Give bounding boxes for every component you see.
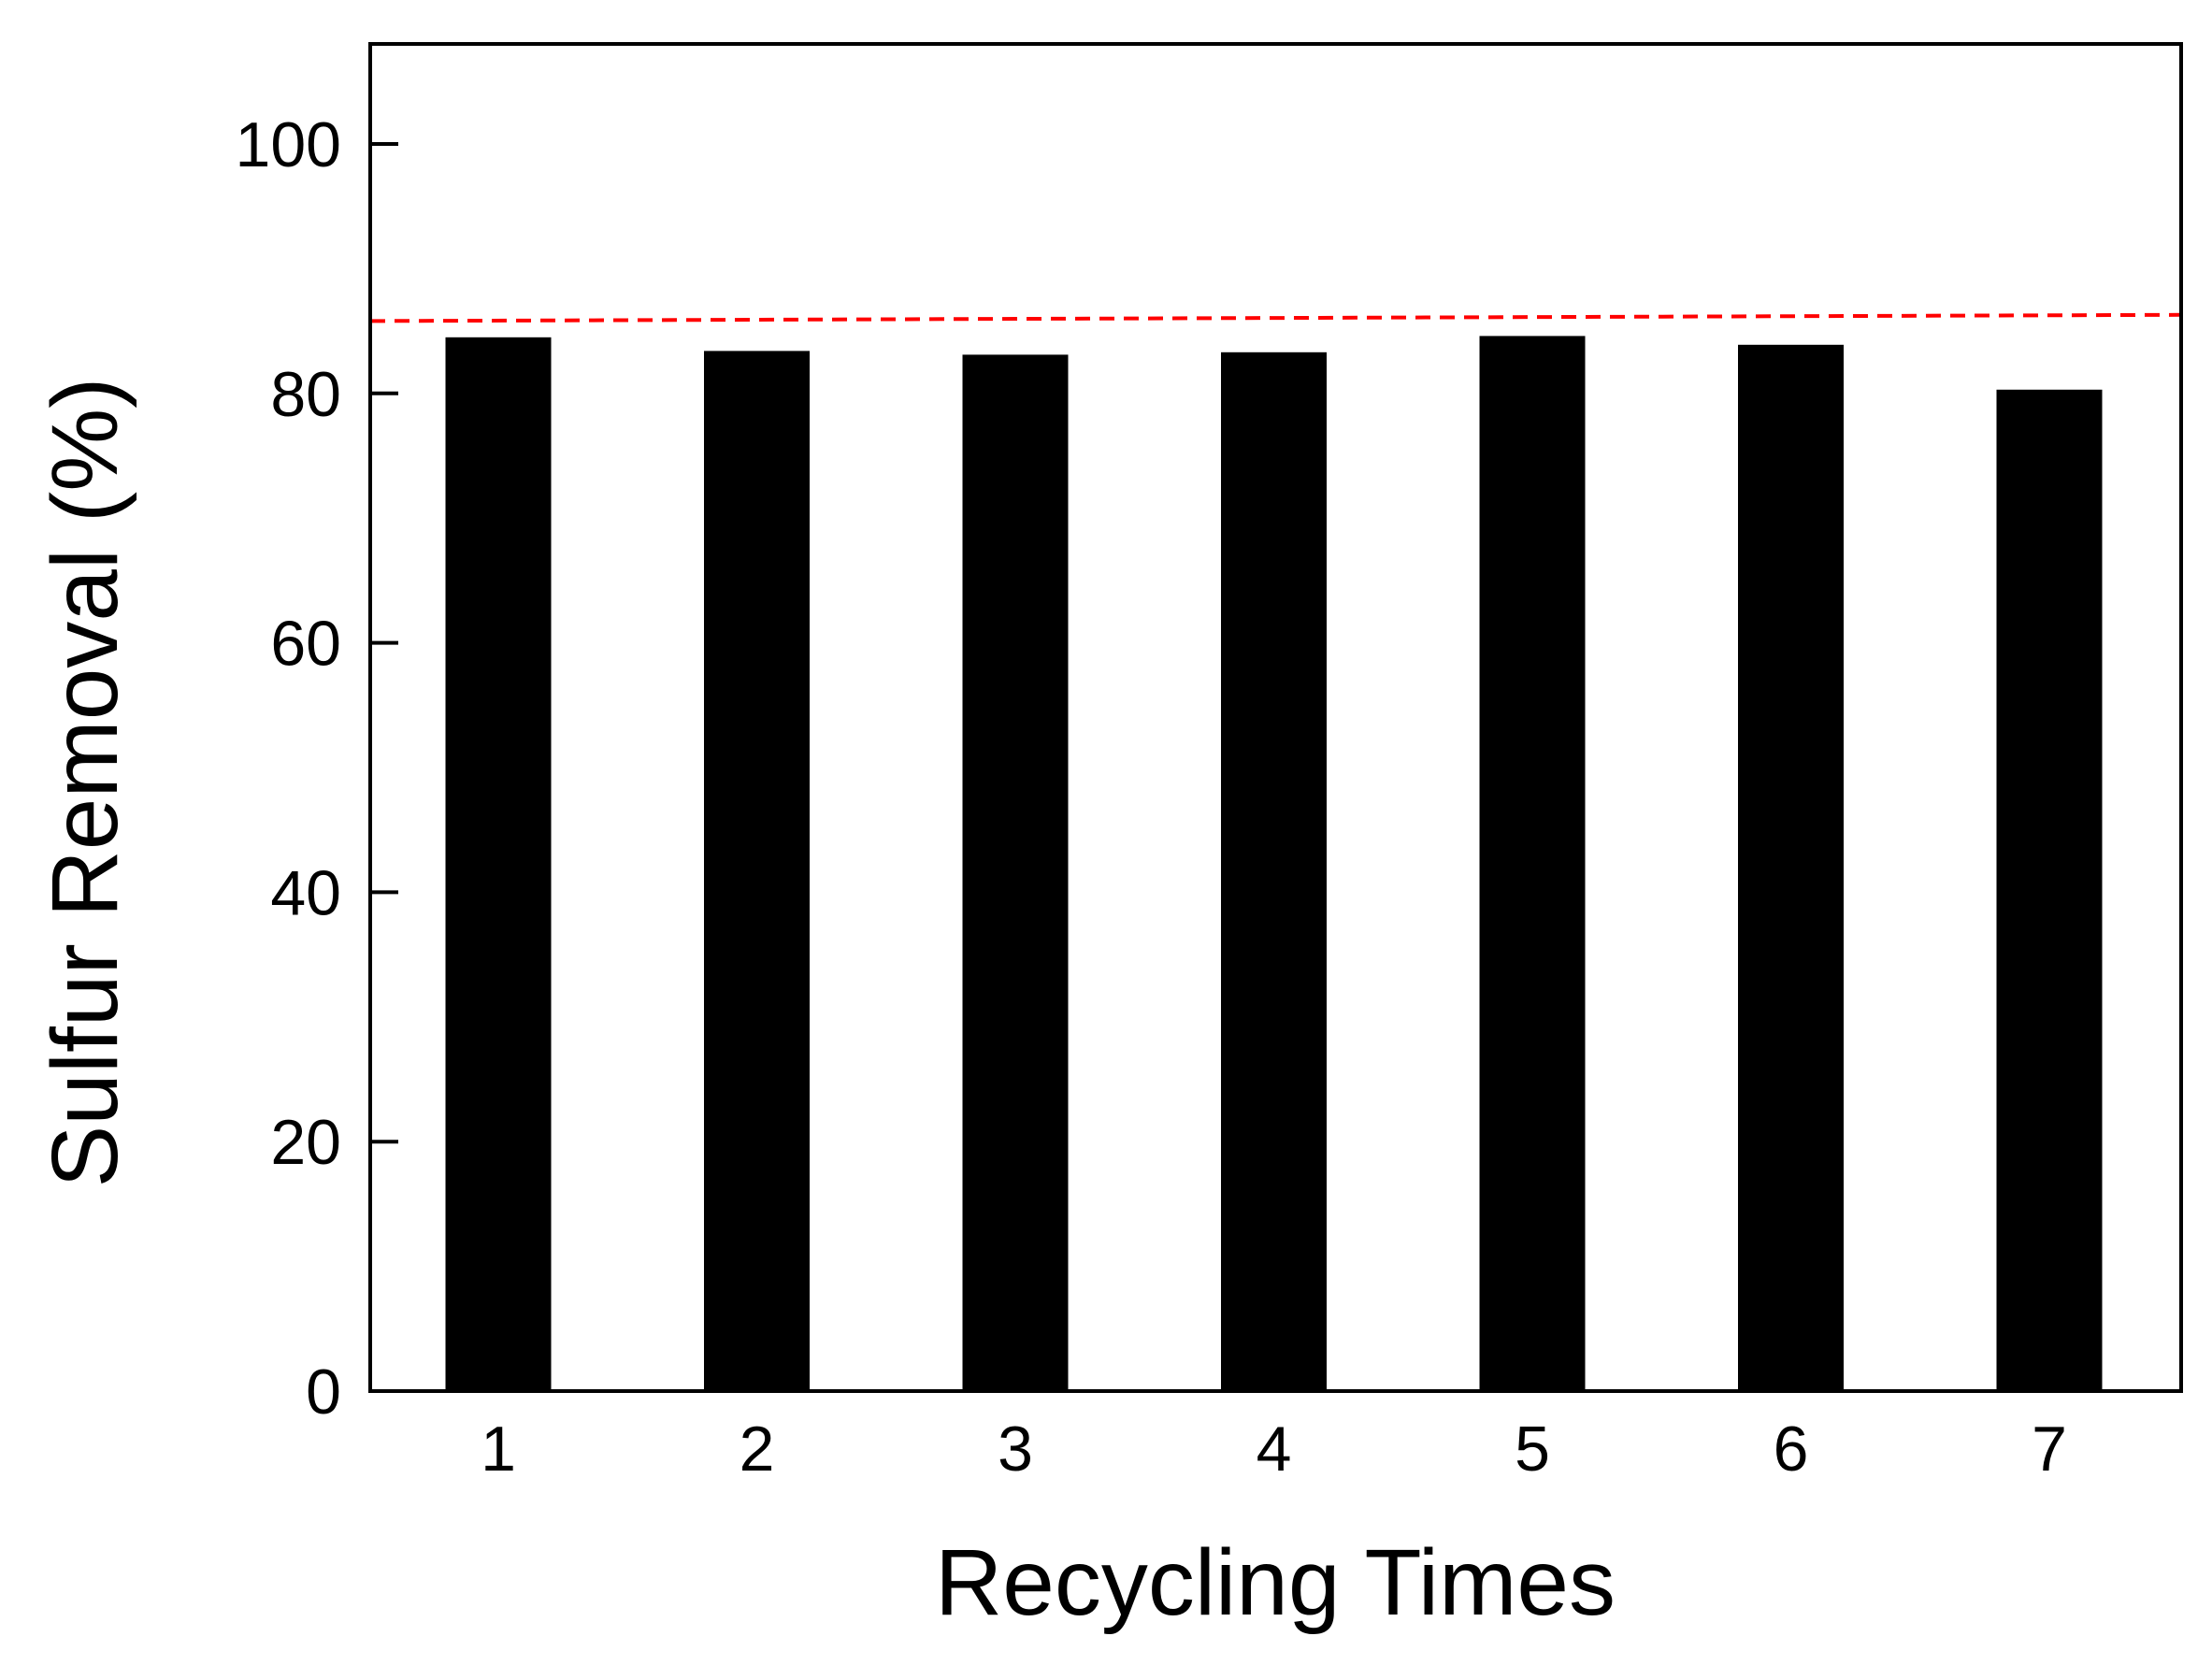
x-tick-label-3: 3 xyxy=(998,1414,1033,1485)
x-axis-label: Recycling Times xyxy=(935,1530,1616,1635)
y-axis: 0 20 40 60 80 100 xyxy=(236,109,398,1428)
x-tick-label-6: 6 xyxy=(1774,1414,1809,1485)
reference-line-layer xyxy=(369,312,2182,323)
bars-layer xyxy=(445,336,2103,1391)
bar-4 xyxy=(1221,352,1327,1391)
x-axis: 1 2 3 4 5 6 7 xyxy=(481,1372,2067,1485)
bar-1 xyxy=(445,337,552,1391)
bar-5 xyxy=(1479,336,1586,1391)
x-tick-label-1: 1 xyxy=(481,1414,516,1485)
bar-7 xyxy=(1996,389,2103,1391)
bar-3 xyxy=(962,354,1069,1391)
x-tick-label-7: 7 xyxy=(2032,1414,2067,1485)
y-axis-label: Sulfur Removal (%) xyxy=(33,378,137,1188)
y-tick-label-0: 0 xyxy=(306,1356,341,1428)
y-tick-label-100: 100 xyxy=(236,109,341,180)
x-tick-label-4: 4 xyxy=(1257,1414,1292,1485)
bar-2 xyxy=(704,351,810,1391)
y-tick-label-80: 80 xyxy=(270,359,341,430)
y-tick-label-40: 40 xyxy=(270,857,341,928)
y-tick-label-20: 20 xyxy=(270,1107,341,1178)
reference-line xyxy=(369,312,2182,323)
y-tick-label-60: 60 xyxy=(270,609,341,680)
bar-6 xyxy=(1738,344,1844,1391)
x-tick-label-2: 2 xyxy=(740,1414,775,1485)
x-tick-label-5: 5 xyxy=(1515,1414,1550,1485)
